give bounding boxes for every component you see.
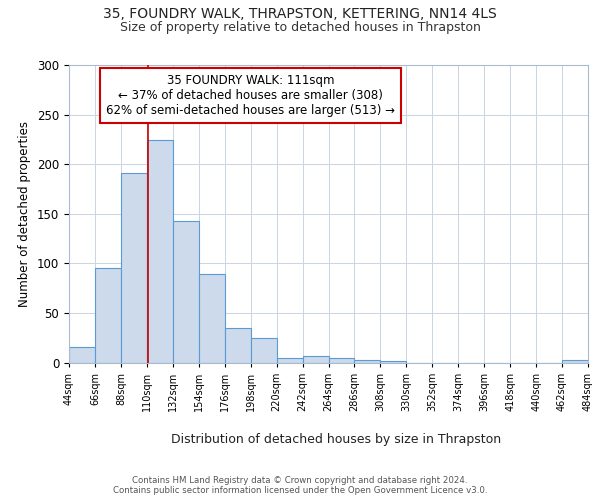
Text: 35, FOUNDRY WALK, THRAPSTON, KETTERING, NN14 4LS: 35, FOUNDRY WALK, THRAPSTON, KETTERING, …	[103, 8, 497, 22]
Bar	[329, 358, 355, 362]
Bar	[69, 346, 95, 362]
Bar	[147, 140, 173, 362]
Bar	[173, 220, 199, 362]
Bar	[277, 358, 302, 362]
Y-axis label: Number of detached properties: Number of detached properties	[19, 120, 31, 306]
Bar	[562, 360, 588, 362]
Text: Size of property relative to detached houses in Thrapston: Size of property relative to detached ho…	[119, 21, 481, 34]
Bar	[95, 268, 121, 362]
Text: 35 FOUNDRY WALK: 111sqm
← 37% of detached houses are smaller (308)
62% of semi-d: 35 FOUNDRY WALK: 111sqm ← 37% of detache…	[106, 74, 395, 117]
Bar	[121, 173, 147, 362]
Bar	[199, 274, 224, 362]
Text: Contains HM Land Registry data © Crown copyright and database right 2024.
Contai: Contains HM Land Registry data © Crown c…	[113, 476, 487, 496]
Bar	[355, 360, 380, 362]
Text: Distribution of detached houses by size in Thrapston: Distribution of detached houses by size …	[171, 432, 501, 446]
Bar	[302, 356, 329, 362]
Bar	[224, 328, 251, 362]
Bar	[251, 338, 277, 362]
Bar	[380, 360, 406, 362]
